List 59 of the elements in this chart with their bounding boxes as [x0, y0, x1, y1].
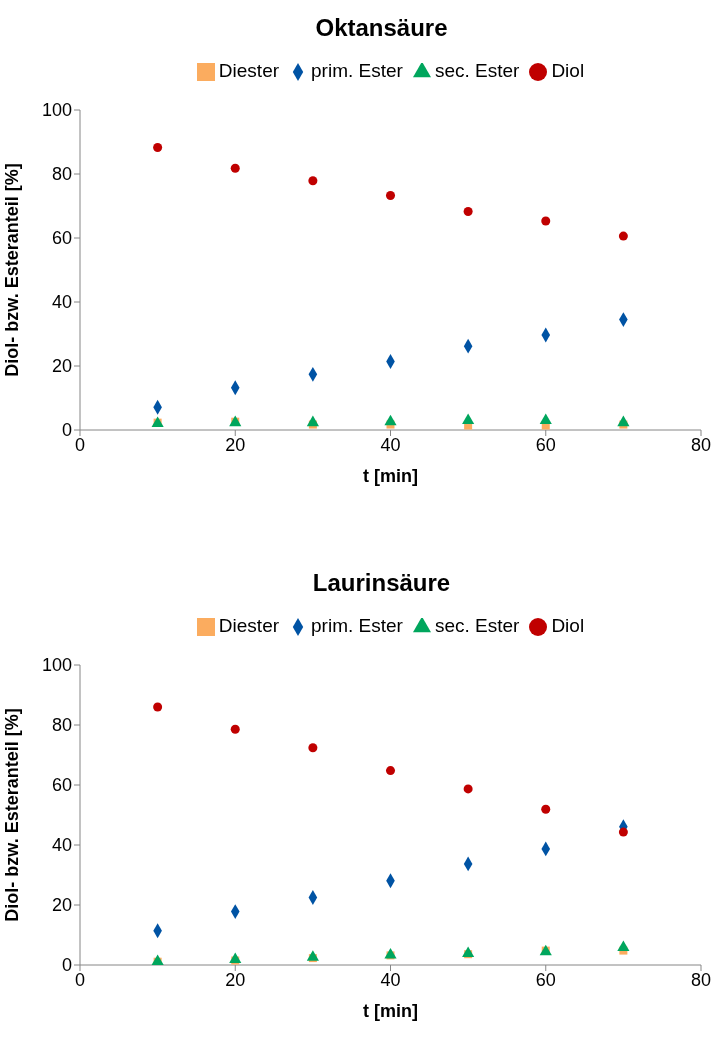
point	[539, 413, 552, 424]
x-tick-label: 80	[690, 969, 712, 990]
y-axis-title: Diol- bzw. Esteranteil [%]	[2, 163, 23, 377]
legend-label: prim. Ester	[311, 615, 403, 636]
x-axis-title: t [min]	[363, 1001, 418, 1021]
x-tick-label: 80	[690, 434, 712, 455]
point	[462, 413, 475, 424]
y-tick-label: 20	[51, 895, 72, 916]
point	[308, 743, 318, 753]
point	[308, 176, 318, 186]
y-tick-label: 100	[41, 100, 72, 121]
point	[541, 216, 551, 226]
y-tick-label: 40	[51, 835, 72, 856]
legend-label: Diol	[551, 615, 585, 636]
x-axis-title: t [min]	[363, 466, 418, 486]
point	[463, 784, 473, 794]
point	[617, 940, 630, 952]
point	[229, 952, 242, 964]
x-tick-label: 40	[380, 969, 401, 990]
legend-label: Diester	[218, 615, 280, 636]
point	[153, 142, 163, 152]
point	[463, 206, 473, 216]
x-tick-label: 0	[74, 969, 86, 990]
y-tick-label: 40	[51, 292, 72, 313]
y-tick-label: 0	[61, 955, 72, 976]
y-tick-label: 80	[51, 715, 72, 736]
x-tick-label: 40	[380, 434, 401, 455]
legend-label: Diol	[551, 60, 585, 81]
y-tick-label: 60	[51, 775, 72, 796]
legend-label: Diester	[218, 60, 280, 81]
x-tick-label: 0	[74, 434, 86, 455]
legend-label: sec. Ester	[434, 60, 520, 81]
chart-title: Oktansäure	[314, 13, 449, 43]
point	[618, 827, 628, 837]
chart-title: Laurinsäure	[311, 568, 452, 598]
x-tick-label: 60	[535, 969, 556, 990]
point	[541, 804, 551, 814]
x-tick-label: 20	[225, 434, 246, 455]
point	[462, 946, 475, 958]
point	[384, 414, 397, 426]
x-tick-label: 60	[535, 434, 556, 455]
legend-label: prim. Ester	[311, 60, 403, 81]
point	[618, 231, 628, 241]
point	[617, 415, 630, 427]
point	[385, 190, 396, 200]
x-tick-label: 20	[225, 969, 246, 990]
y-tick-label: 20	[51, 356, 72, 377]
y-axis-title: Diol- bzw. Esteranteil [%]	[2, 708, 23, 922]
y-tick-label: 80	[51, 164, 72, 185]
point	[385, 766, 396, 776]
y-tick-label: 100	[41, 655, 72, 676]
point	[230, 163, 240, 173]
point	[306, 950, 319, 961]
point	[230, 724, 240, 734]
legend-label: sec. Ester	[434, 615, 520, 636]
point	[306, 415, 319, 427]
point	[153, 702, 163, 712]
y-tick-label: 60	[51, 228, 72, 249]
y-tick-label: 0	[61, 420, 72, 441]
